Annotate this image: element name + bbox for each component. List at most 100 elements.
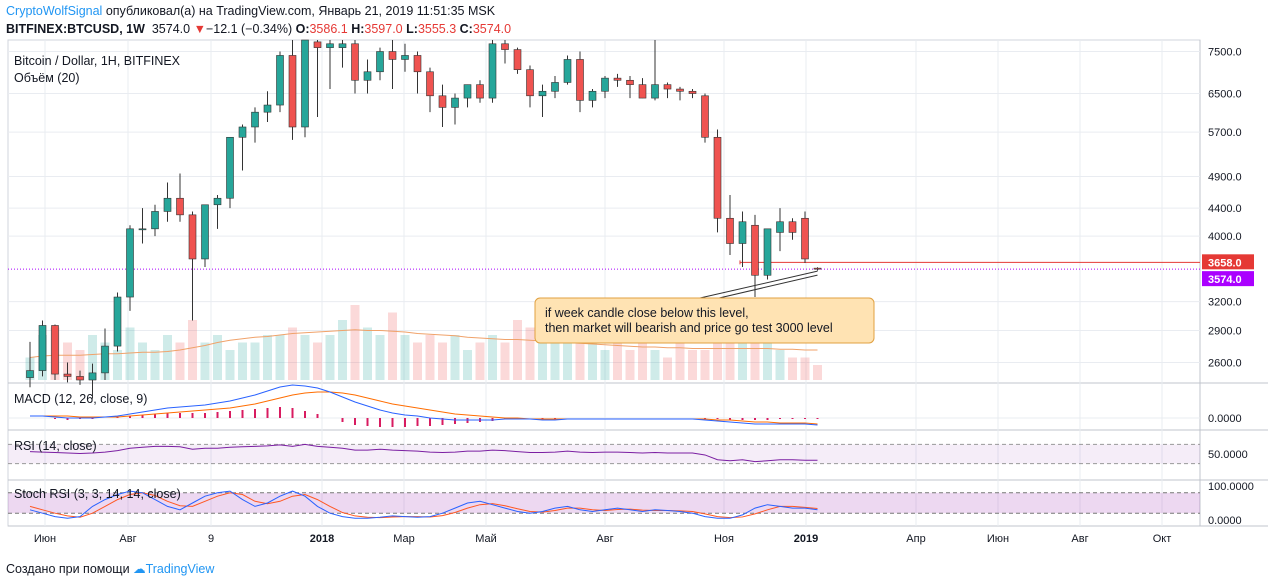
callout-pointer [699,270,818,299]
bearish-candle [688,90,697,94]
volume-bar [163,335,172,380]
bearish-candle [626,79,634,85]
time-tick-label: Окт [1153,533,1172,545]
bullish-candle [376,51,384,73]
rsi-legend: RSI (14, close) [14,439,97,453]
price-tick-label: 4400.0 [1208,203,1242,215]
volume-bar [638,342,647,380]
bullish-candle [601,77,609,92]
bullish-candle [363,71,372,81]
tradingview-logo-icon[interactable]: ☁ [133,562,146,576]
bearish-candle [788,221,797,233]
volume-ma-line [29,329,818,358]
high-value: 3597.0 [364,22,403,36]
volume-bar [513,320,522,380]
stoch-tick-label: 100.0000 [1208,481,1254,493]
bearish-candle [63,373,72,377]
stoch-legend: Stoch RSI (3, 3, 14, 14, close) [14,487,181,501]
time-tick-label: Ноя [714,533,734,545]
bearish-candle [76,376,84,381]
volume-bar [588,335,597,380]
bearish-candle [513,49,522,70]
bullish-candle [538,90,547,97]
c-label: C: [459,22,473,36]
low-value: 3555.3 [417,22,457,36]
volume-bar [300,335,310,380]
bearish-candle [413,55,422,73]
bearish-candle [701,95,709,138]
bullish-candle [776,221,784,233]
bearish-candle [813,267,822,270]
bullish-candle [651,84,659,99]
last-price-label: 3574.0 [1208,274,1242,286]
volume-bar [175,342,185,380]
bearish-candle [751,224,759,276]
volume-bar [150,350,160,380]
volume-bar [363,327,372,380]
bullish-candle [151,211,159,230]
bullish-candle [763,228,772,276]
volume-bar [63,342,72,380]
volume-bar [738,342,747,380]
price-tick-label: 2900.0 [1208,325,1242,337]
symbol-header: BITFINEX:BTCUSD, 1W 3574.0 ▼−12.1 (−0.34… [6,22,511,36]
time-tick-label: Мар [393,533,415,545]
annotation-line: then market will bearish and price go te… [545,321,833,335]
volume-bar [238,342,247,380]
level-price-tag [1202,254,1254,270]
bearish-candle [51,325,59,375]
volume-bar [663,357,672,380]
bearish-candle [713,136,722,219]
macd-tick-label: 0.0000 [1208,413,1242,425]
volume-bar [538,335,547,380]
stoch-k-line [29,490,818,519]
bearish-candle [638,84,647,99]
close-value: 3574.0 [472,22,512,36]
volume-bar [563,335,572,380]
time-tick-label: 2018 [310,533,334,545]
volume-bar [650,350,660,380]
volume-bar [125,327,135,380]
bullish-candle [401,55,409,60]
rsi-band [8,444,1200,464]
volume-bar [550,342,560,380]
bullish-candle [251,111,259,128]
bearish-candle [351,43,359,81]
volume-bar [338,320,347,380]
author-link[interactable]: CryptoWolfSignal [6,4,103,18]
last-price-tag [1202,271,1254,287]
bullish-candle [588,90,597,101]
time-tick-label: Апр [906,533,925,545]
bullish-candle [326,43,334,48]
time-tick-label: Июн [34,533,56,545]
bullish-candle [488,43,497,99]
volume-bar [725,335,735,380]
volume-bar [688,350,697,380]
bearish-candle [476,84,484,99]
stoch-band [8,492,1200,514]
volume-bar [488,335,497,380]
volume-bar [613,342,622,380]
bearish-candle [176,197,184,216]
volume-bar [575,327,585,380]
annotation-line: if week candle close below this level, [545,306,749,320]
tradingview-link[interactable]: TradingView [145,562,215,576]
volume-bar [375,335,385,380]
l-label: L: [406,22,418,36]
volume-bar [325,335,335,380]
bullish-candle [138,228,147,231]
last-price: 3574.0 [151,22,191,36]
volume-bar [675,342,685,380]
volume-bar [625,350,635,380]
chart-legend: Bitcoin / Dollar, 1H, BITFINEX [14,54,181,68]
volume-bar [750,335,760,380]
chart-canvas[interactable]: Июн Авг 9 2018 Мар Май Авг Ноя 2019 Апр Июн Авг Окт 7… [0,0,1274,555]
volume-bar [788,357,797,380]
price-tick-label: 5700.0 [1208,127,1242,139]
volume-bar [425,335,435,380]
footer: Создано при помощи ☁TradingView [6,561,214,576]
volume-bar [200,342,210,380]
volume-bar [400,335,410,380]
price-tick-label: 2600.0 [1208,358,1242,370]
volume-bar [713,342,722,380]
